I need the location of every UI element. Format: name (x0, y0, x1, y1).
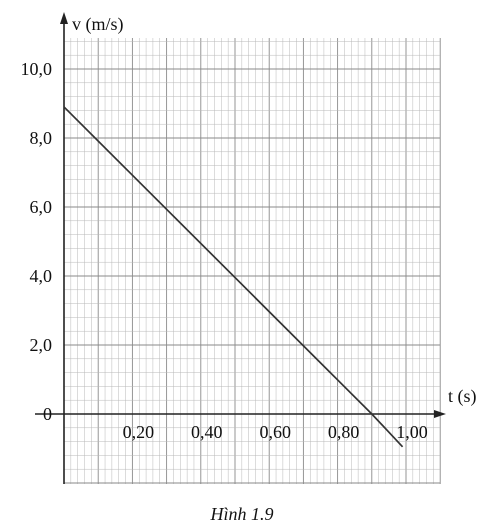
x-tick-label: 0,80 (328, 422, 360, 442)
y-tick-label: 8,0 (30, 128, 53, 148)
x-axis-title: t (s) (448, 386, 477, 407)
y-tick-label: 2,0 (30, 335, 53, 355)
data-series (63, 106, 404, 448)
y-axis-arrow (60, 12, 68, 24)
figure-caption: Hình 1.9 (210, 504, 274, 524)
tick-labels: 0 2,0 4,0 6,0 8,0 10,0 0,20 0,40 0,60 0,80 1,00 (21, 59, 428, 442)
y-tick-label: 4,0 (30, 266, 53, 286)
x-tick-label: 0,60 (259, 422, 291, 442)
y-tick-label: 10,0 (21, 59, 53, 79)
series-line (63, 106, 404, 448)
y-tick-label: 0 (43, 404, 52, 424)
x-tick-label: 0,20 (123, 422, 155, 442)
y-axis-title: v (m/s) (72, 14, 124, 35)
x-axis-arrow (434, 410, 446, 418)
x-tick-label: 0,40 (191, 422, 223, 442)
grid (63, 38, 441, 484)
x-tick-label: 1,00 (396, 422, 428, 442)
y-tick-label: 6,0 (30, 197, 53, 217)
